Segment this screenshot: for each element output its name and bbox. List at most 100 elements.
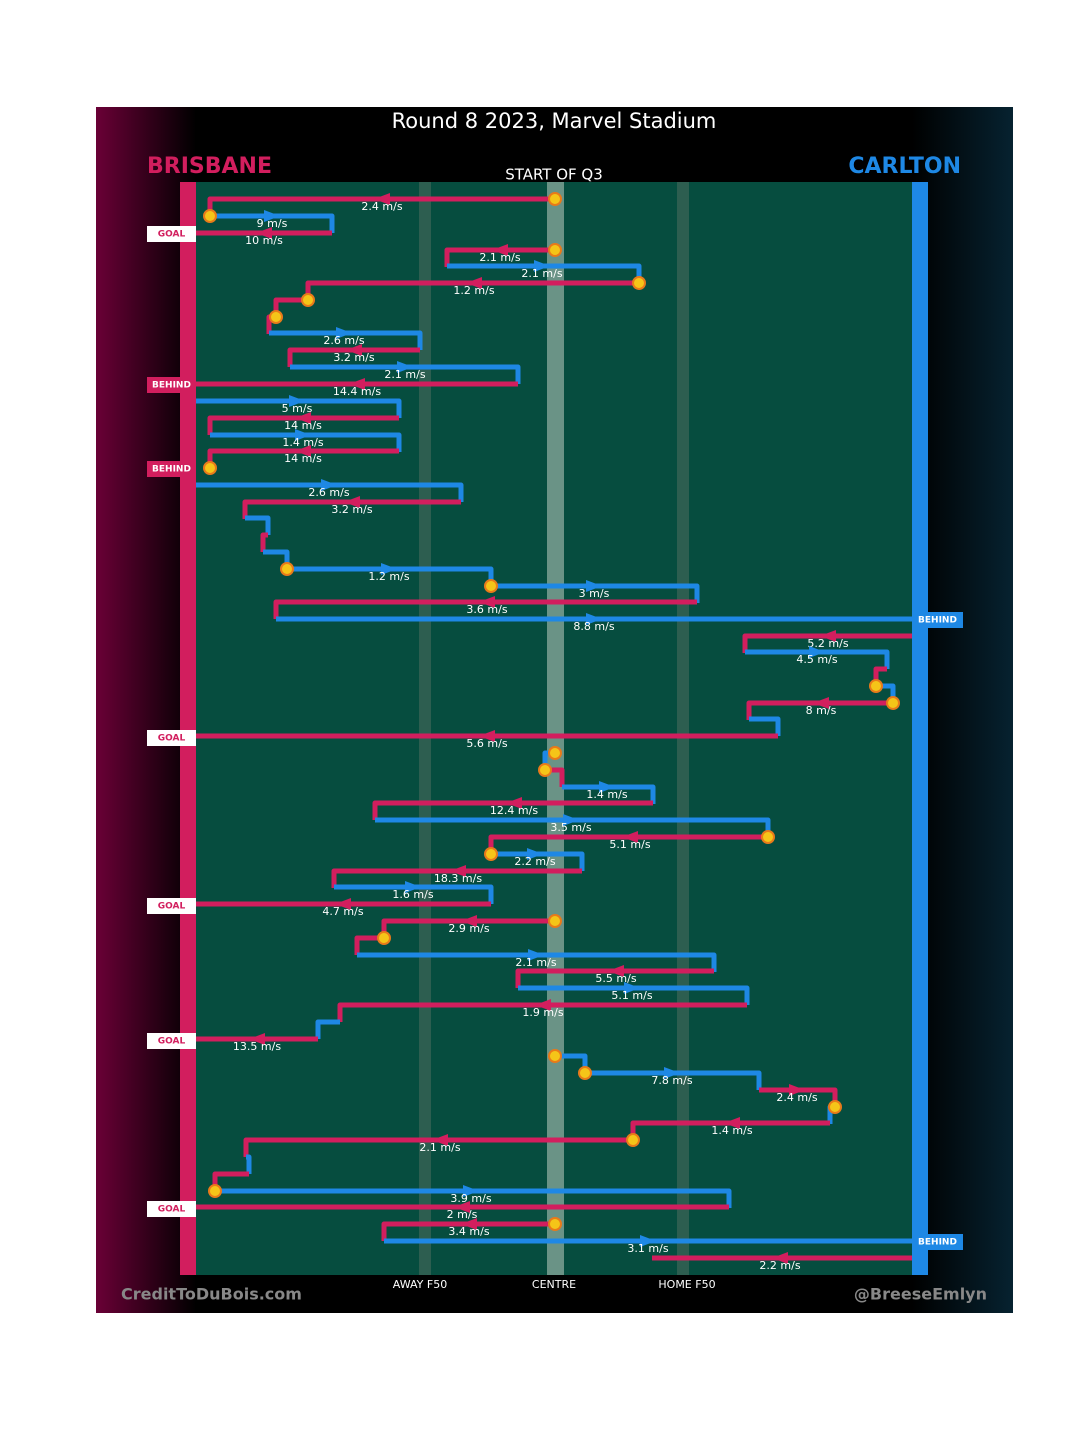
arrow — [624, 982, 640, 994]
carlton-goal — [912, 182, 928, 1275]
arrow — [506, 797, 522, 809]
speed-label: 4.7 m/s — [322, 905, 363, 918]
speed-label: 12.4 m/s — [490, 804, 538, 817]
arrow — [264, 210, 280, 222]
arrow — [479, 596, 495, 608]
arrow — [463, 1185, 479, 1197]
move-path — [273, 599, 697, 619]
arrow — [772, 1252, 788, 1264]
stoppage — [548, 192, 562, 206]
move-path — [260, 532, 268, 552]
stoppage — [548, 243, 562, 257]
outcome-label: BEHIND — [918, 1238, 957, 1248]
moves: 2.4 m/s9 m/s10 m/s2.1 m/s2.1 m/s1.2 m/s2… — [147, 192, 963, 1272]
speed-label: 1.2 m/s — [368, 570, 409, 583]
move-path — [207, 415, 399, 435]
outcome-label: BEHIND — [152, 465, 191, 475]
stoppage — [578, 1066, 592, 1080]
outcome-box — [147, 1033, 196, 1049]
outcome-label: GOAL — [158, 734, 186, 744]
speed-label: 5 m/s — [282, 402, 313, 415]
stoppage — [869, 679, 883, 693]
arrow — [599, 781, 615, 793]
outcome-box — [147, 461, 196, 477]
speed-label: 14.4 m/s — [333, 385, 381, 398]
arrow — [586, 580, 602, 592]
move-path — [331, 868, 582, 888]
credit: CreditToDuBois.com — [121, 1285, 302, 1304]
move-path — [381, 1221, 555, 1241]
speed-label: 2.2 m/s — [759, 1259, 800, 1272]
speed-label: 7.8 m/s — [651, 1074, 692, 1087]
arrow — [344, 496, 360, 508]
move-path — [515, 968, 714, 988]
speed-label: 2.4 m/s — [361, 200, 402, 213]
arrow — [640, 1235, 656, 1247]
brisbane-goal — [180, 182, 196, 1275]
speed-label: 5.2 m/s — [807, 637, 848, 650]
move-path — [491, 851, 585, 871]
arrow — [622, 831, 638, 843]
outcome-box — [912, 1234, 963, 1250]
stoppage — [632, 276, 646, 290]
stoppage — [203, 461, 217, 475]
outcome-label: BEHIND — [152, 381, 191, 391]
move-path — [745, 649, 890, 669]
move-path — [372, 800, 653, 820]
speed-label: 2.6 m/s — [308, 486, 349, 499]
right-bg — [912, 107, 1013, 1313]
move-path — [242, 499, 461, 519]
arrow — [724, 1117, 740, 1129]
arrow — [492, 244, 508, 256]
move-path — [196, 482, 464, 502]
arrow — [813, 697, 829, 709]
move-path — [357, 952, 717, 972]
move-path — [196, 398, 402, 418]
arrow — [664, 1067, 680, 1079]
move-path — [210, 213, 335, 233]
arrow — [528, 949, 544, 961]
speed-label: 1.4 m/s — [711, 1124, 752, 1137]
speed-label: 2.1 m/s — [521, 267, 562, 280]
move-path — [444, 247, 555, 267]
speed-label: 1.4 m/s — [282, 436, 323, 449]
speed-label: 1.2 m/s — [453, 284, 494, 297]
speed-label: 5.1 m/s — [609, 838, 650, 851]
arrow — [289, 395, 305, 407]
move-path — [749, 716, 781, 736]
move-path — [518, 985, 750, 1005]
outcome-box — [147, 898, 196, 914]
arrow — [336, 327, 352, 339]
arrow — [461, 915, 477, 927]
speed-label: 4.5 m/s — [796, 653, 837, 666]
move-path — [746, 700, 893, 720]
away-team: CARLTON — [848, 154, 961, 179]
move-path — [215, 1188, 732, 1208]
outcome-label: GOAL — [158, 230, 186, 240]
speed-label: 8 m/s — [806, 704, 837, 717]
axis-label: HOME F50 — [658, 1278, 715, 1291]
move-path — [243, 1137, 633, 1157]
speed-label: 3.4 m/s — [448, 1225, 489, 1238]
arrow — [586, 613, 602, 625]
move-path — [354, 935, 384, 955]
speed-label: 5.6 m/s — [466, 737, 507, 750]
move-path — [585, 1070, 762, 1090]
move-path — [269, 330, 423, 350]
speed-label: 3.5 m/s — [550, 821, 591, 834]
axis-label: AWAY F50 — [393, 1278, 447, 1291]
arrow — [374, 193, 390, 205]
stoppage — [377, 931, 391, 945]
speed-label: 3.6 m/s — [466, 603, 507, 616]
move-path — [245, 515, 271, 535]
arrow — [295, 412, 311, 424]
outcome-label: GOAL — [158, 902, 186, 912]
arrow — [295, 429, 311, 441]
speed-label: 10 m/s — [245, 234, 283, 247]
speed-label: 13.5 m/s — [233, 1040, 281, 1053]
stoppage — [548, 1217, 562, 1231]
away-f50-line — [419, 182, 431, 1275]
arrow — [608, 965, 624, 977]
move-path — [491, 583, 700, 603]
move-path — [290, 364, 521, 384]
